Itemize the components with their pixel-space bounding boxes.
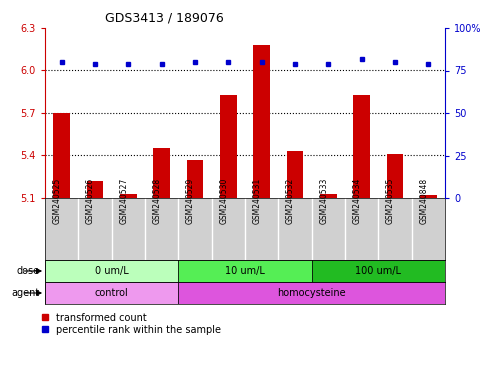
Text: GSM240848: GSM240848 (419, 178, 428, 224)
Text: 0 um/L: 0 um/L (95, 266, 128, 276)
Bar (178, 260, 312, 282)
Text: GSM240530: GSM240530 (219, 178, 228, 224)
Text: GSM240533: GSM240533 (319, 178, 328, 224)
Bar (312, 260, 445, 282)
Text: GSM240526: GSM240526 (86, 178, 95, 224)
Text: GDS3413 / 189076: GDS3413 / 189076 (105, 11, 224, 24)
Bar (354, 94, 370, 198)
Text: GSM240529: GSM240529 (186, 178, 195, 224)
Bar (387, 154, 403, 198)
Text: agent: agent (12, 288, 40, 298)
Bar (220, 94, 237, 198)
Text: GSM240532: GSM240532 (286, 178, 295, 224)
Text: 100 um/L: 100 um/L (355, 266, 401, 276)
Text: dose: dose (17, 266, 40, 276)
Text: GSM240535: GSM240535 (386, 178, 395, 224)
Bar (320, 194, 337, 198)
Text: homocysteine: homocysteine (277, 288, 346, 298)
Text: GSM240534: GSM240534 (353, 178, 362, 224)
Bar (178, 282, 445, 304)
Bar (45, 260, 178, 282)
Text: GSM240528: GSM240528 (153, 178, 162, 224)
Bar (53, 113, 70, 198)
Text: GSM240527: GSM240527 (119, 178, 128, 224)
Bar (186, 160, 203, 198)
Bar (287, 151, 303, 198)
Bar (86, 181, 103, 198)
Bar (253, 45, 270, 198)
Legend: transformed count, percentile rank within the sample: transformed count, percentile rank withi… (39, 311, 223, 336)
Bar (45, 282, 178, 304)
Text: GSM240531: GSM240531 (253, 178, 262, 224)
Text: control: control (95, 288, 128, 298)
Text: GSM240525: GSM240525 (53, 178, 62, 224)
Text: 10 um/L: 10 um/L (225, 266, 265, 276)
Bar (120, 194, 137, 198)
Bar (153, 149, 170, 198)
Bar (420, 195, 437, 198)
